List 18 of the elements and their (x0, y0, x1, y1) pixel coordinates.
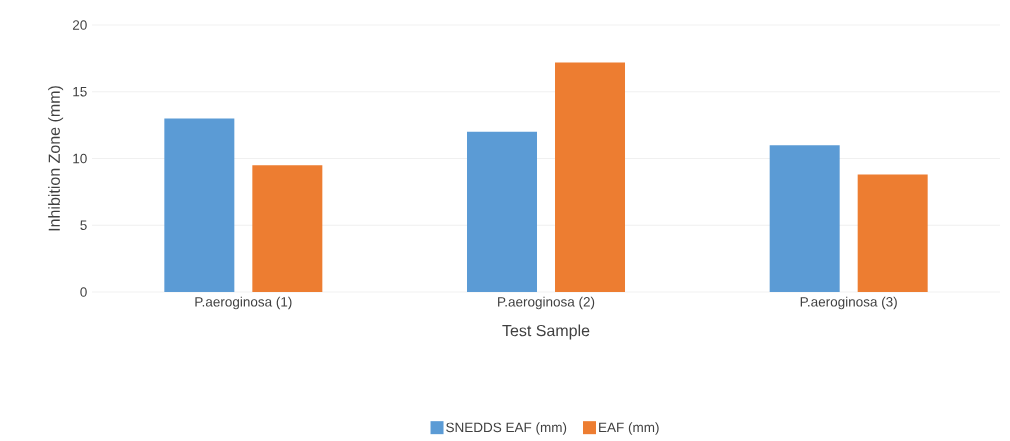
x-tick-label: P.aeroginosa (3) (800, 296, 897, 310)
y-tick-label: 20 (72, 20, 87, 30)
legend-label: EAF (mm) (599, 422, 659, 435)
bar (555, 62, 626, 292)
x-tick-label: P.aeroginosa (2) (498, 296, 595, 310)
bar (769, 145, 840, 292)
y-tick-label: 15 (73, 87, 87, 97)
x-axis-title: Test Sample (502, 324, 590, 340)
x-tick-label: P.aeroginosa (1) (195, 296, 292, 310)
y-tick-label: 5 (80, 220, 87, 230)
legend-label: SNEDDS EAF (mm) (446, 422, 567, 435)
bar (252, 165, 323, 292)
bar (164, 118, 235, 292)
y-axis-title: Inhibition Zone (mm) (48, 86, 64, 231)
y-tick-label: 0 (80, 287, 87, 297)
bar (467, 131, 537, 292)
y-tick-label: 10 (73, 153, 87, 164)
bar (857, 174, 928, 292)
